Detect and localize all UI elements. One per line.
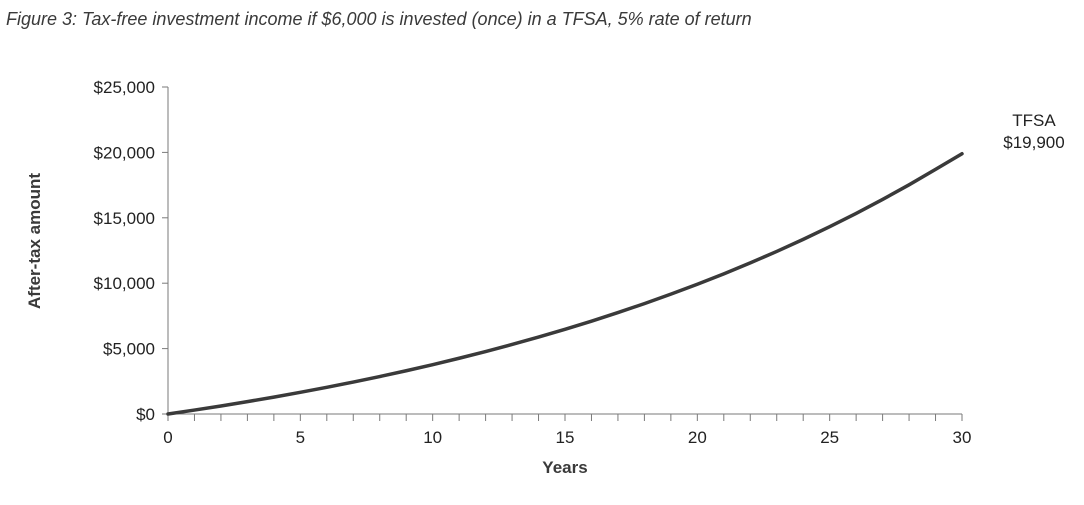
y-axis-title: After-tax amount bbox=[25, 173, 44, 309]
x-axis-title: Years bbox=[542, 458, 587, 477]
x-tick-label: 10 bbox=[423, 428, 442, 447]
y-tick-label: $10,000 bbox=[94, 274, 155, 293]
y-tick-label: $20,000 bbox=[94, 143, 155, 162]
y-tick-label: $5,000 bbox=[103, 340, 155, 359]
figure-title: Figure 3: Tax-free investment income if … bbox=[6, 9, 752, 29]
y-tick-label: $25,000 bbox=[94, 78, 155, 97]
x-tick-label: 20 bbox=[688, 428, 707, 447]
y-tick-label: $15,000 bbox=[94, 209, 155, 228]
annotation-series-name: TFSA bbox=[1012, 111, 1056, 130]
x-tick-label: 25 bbox=[820, 428, 839, 447]
annotation-final-value: $19,900 bbox=[1003, 133, 1064, 152]
x-axis: 0 5 10 15 20 25 30 bbox=[163, 413, 972, 447]
x-tick-label: 15 bbox=[556, 428, 575, 447]
series-line bbox=[166, 151, 964, 416]
x-tick-label: 30 bbox=[953, 428, 972, 447]
y-axis: $0 $5,000 $10,000 $15,000 $20,000 $25,000 bbox=[94, 78, 169, 424]
x-tick-label: 5 bbox=[296, 428, 305, 447]
y-tick-label: $0 bbox=[136, 405, 155, 424]
x-tick-label: 0 bbox=[163, 428, 172, 447]
series-layer bbox=[166, 151, 964, 416]
